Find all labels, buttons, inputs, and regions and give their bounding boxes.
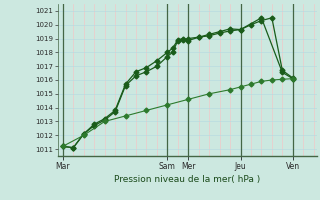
- X-axis label: Pression niveau de la mer( hPa ): Pression niveau de la mer( hPa ): [114, 175, 260, 184]
